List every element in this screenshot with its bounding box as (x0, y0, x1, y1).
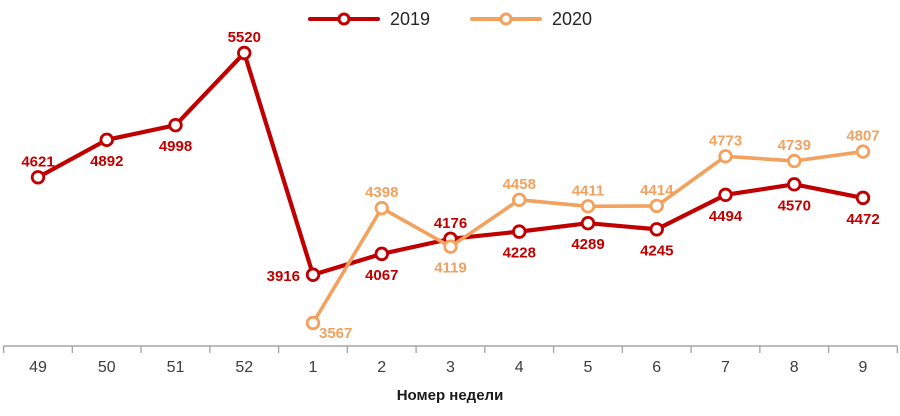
data-point-2019-week-1[interactable] (305, 267, 321, 282)
data-point-2020-week-1[interactable] (305, 315, 321, 331)
data-label-2019-week-6: 4245 (640, 242, 673, 259)
x-tick-label-51: 51 (167, 359, 185, 376)
data-point-2019-week-4[interactable] (512, 224, 527, 239)
x-tick-label-49: 49 (29, 359, 47, 376)
x-tick-label-7: 7 (721, 359, 730, 376)
data-point-2019-week-8[interactable] (787, 177, 802, 192)
data-point-2019-week-9[interactable] (855, 190, 871, 206)
data-label-2020-week-5: 4411 (572, 182, 605, 199)
x-tick-label-6: 6 (652, 359, 661, 376)
data-point-2019-week-50[interactable] (99, 132, 114, 148)
data-label-2020-week-8: 4739 (778, 137, 811, 154)
data-label-2019-week-2: 4067 (365, 267, 398, 284)
data-label-2019-week-3: 4176 (434, 215, 467, 232)
data-label-2019-week-9: 4472 (846, 211, 879, 228)
data-point-2019-week-49[interactable] (30, 170, 46, 185)
x-tick-label-3: 3 (446, 359, 455, 376)
data-label-2019-week-51: 4998 (159, 138, 192, 155)
legend-label-2020: 2020 (552, 9, 593, 29)
data-label-2019-week-49: 4621 (21, 153, 54, 170)
data-point-2019-week-6[interactable] (649, 222, 664, 237)
data-label-2019-week-50: 4892 (90, 153, 123, 170)
x-axis-title: Номер недели (396, 387, 504, 404)
x-tick-label-9: 9 (859, 359, 868, 376)
legend-line-marker-2020 (470, 11, 542, 27)
data-label-2019-week-5: 4289 (571, 236, 604, 253)
x-tick-label-50: 50 (98, 359, 116, 376)
data-label-2019-week-1: 3916 (267, 268, 300, 285)
data-point-2020-week-5[interactable] (580, 199, 596, 214)
x-tick-label-8: 8 (790, 359, 799, 376)
data-label-2020-week-1: 3567 (319, 325, 352, 342)
x-tick-label-5: 5 (584, 359, 593, 376)
data-point-2019-week-7[interactable] (718, 187, 733, 203)
data-label-2019-week-52: 5520 (228, 29, 261, 46)
data-label-2019-week-4: 4228 (503, 245, 536, 262)
data-label-2020-week-6: 4414 (640, 182, 674, 199)
legend-item-2020[interactable]: 2020 (470, 10, 592, 28)
data-point-2019-week-51[interactable] (168, 117, 183, 133)
data-label-2020-week-7: 4773 (709, 132, 742, 149)
data-point-2019-week-2[interactable] (374, 246, 389, 262)
legend-line-marker-2019 (307, 11, 380, 27)
legend-label-2019: 2019 (389, 9, 430, 29)
data-point-2020-week-8[interactable] (787, 153, 802, 169)
data-point-2020-week-3[interactable] (443, 239, 458, 254)
data-point-2019-week-52[interactable] (237, 45, 252, 61)
legend: 2019 2020 (0, 10, 900, 28)
data-point-2019-week-5[interactable] (580, 215, 596, 231)
data-label-2020-week-2: 4398 (365, 184, 398, 201)
data-point-2020-week-6[interactable] (649, 198, 664, 214)
data-point-2020-week-4[interactable] (512, 192, 527, 208)
data-point-2020-week-2[interactable] (374, 200, 389, 216)
data-label-2019-week-8: 4570 (778, 197, 811, 214)
legend-item-2019[interactable]: 2019 (307, 9, 430, 29)
data-label-2020-week-3: 4119 (434, 260, 467, 277)
x-tick-label-52: 52 (235, 359, 253, 376)
data-label-2020-week-4: 4458 (503, 176, 536, 193)
data-point-2020-week-7[interactable] (718, 149, 733, 164)
data-point-2020-week-9[interactable] (855, 144, 871, 159)
x-tick-label-2: 2 (377, 359, 386, 376)
data-label-2019-week-7: 4494 (709, 208, 743, 225)
data-label-2020-week-9: 4807 (846, 128, 879, 145)
x-tick-label-1: 1 (309, 359, 318, 376)
x-tick-label-4: 4 (515, 359, 524, 376)
